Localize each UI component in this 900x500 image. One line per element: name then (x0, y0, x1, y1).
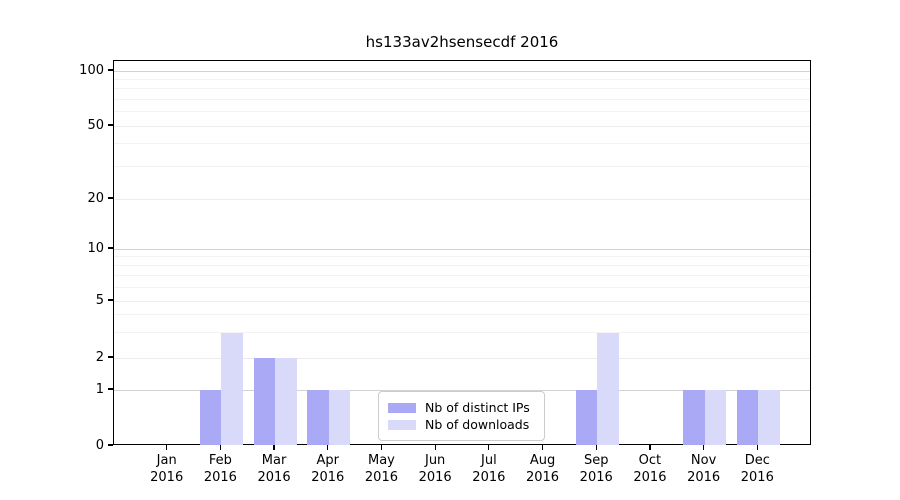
bar-nb-of-downloads-nov-2016 (704, 390, 727, 445)
x-tick-label-dec-2016: Dec 2016 (740, 453, 774, 485)
x-tick-mark-may-2016 (380, 445, 383, 450)
gridline-60 (114, 111, 810, 113)
y-tick-mark-100 (108, 69, 113, 71)
legend-item-downloads: Nb of downloads (388, 417, 535, 432)
x-tick-label-apr-2016: Apr 2016 (311, 453, 345, 485)
gridline-100 (114, 70, 810, 72)
gridline-10 (114, 248, 810, 250)
x-tick-label-feb-2016: Feb 2016 (203, 453, 237, 485)
x-tick-mark-jun-2016 (434, 445, 436, 450)
x-tick-mark-dec-2016 (756, 445, 758, 450)
legend-swatch-downloads (388, 419, 416, 430)
gridline-40 (114, 143, 810, 145)
gridline-20 (114, 198, 810, 200)
bar-nb-of-distinct-ips-apr-2016 (307, 390, 329, 445)
x-tick-label-mar-2016: Mar 2016 (257, 453, 291, 485)
gridline-80 (114, 88, 810, 90)
x-tick-mark-nov-2016 (702, 445, 705, 450)
x-tick-mark-jan-2016 (166, 445, 168, 450)
plot-area: Nb of distinct IPs Nb of downloads (113, 60, 811, 445)
bar-nb-of-distinct-ips-mar-2016 (253, 358, 276, 445)
x-tick-mark-aug-2016 (541, 445, 544, 450)
gridline-3 (114, 332, 810, 334)
x-tick-mark-mar-2016 (273, 445, 275, 450)
x-tick-mark-oct-2016 (649, 445, 651, 450)
gridline-30 (114, 166, 810, 168)
y-tick-mark-5 (108, 299, 113, 301)
gridline-5 (114, 300, 810, 302)
bar-nb-of-downloads-mar-2016 (275, 358, 297, 445)
bar-nb-of-downloads-feb-2016 (221, 332, 243, 445)
bar-nb-of-distinct-ips-sep-2016 (575, 390, 598, 445)
gridline-6 (114, 286, 810, 288)
x-tick-label-jul-2016: Jul 2016 (472, 453, 506, 485)
bar-nb-of-distinct-ips-nov-2016 (683, 390, 705, 445)
x-tick-mark-sep-2016 (595, 445, 597, 450)
bar-nb-of-downloads-apr-2016 (328, 390, 351, 445)
legend-swatch-distinct-ips (388, 402, 416, 413)
legend-label-downloads: Nb of downloads (425, 417, 530, 432)
y-tick-label-1: 1 (95, 381, 104, 397)
x-tick-label-may-2016: May 2016 (364, 453, 398, 485)
x-tick-label-aug-2016: Aug 2016 (525, 453, 560, 485)
x-tick-mark-feb-2016 (219, 445, 222, 450)
legend-item-distinct-ips: Nb of distinct IPs (388, 400, 535, 415)
y-tick-mark-0 (108, 444, 113, 446)
gridline-1 (114, 389, 810, 391)
y-tick-label-10: 10 (87, 240, 104, 256)
y-tick-label-20: 20 (87, 190, 104, 206)
x-tick-mark-apr-2016 (327, 445, 329, 450)
y-tick-mark-1 (108, 388, 113, 390)
x-tick-label-jun-2016: Jun 2016 (418, 453, 452, 485)
legend: Nb of distinct IPs Nb of downloads (378, 391, 545, 441)
x-tick-label-nov-2016: Nov 2016 (687, 453, 721, 485)
bar-nb-of-downloads-dec-2016 (758, 390, 780, 445)
bar-nb-of-distinct-ips-dec-2016 (736, 390, 759, 445)
gridline-9 (114, 256, 810, 258)
y-tick-mark-50 (108, 124, 113, 126)
y-tick-label-5: 5 (95, 292, 104, 308)
y-tick-label-50: 50 (87, 117, 104, 133)
y-tick-mark-2 (108, 356, 113, 358)
gridline-8 (114, 265, 810, 267)
x-tick-label-jan-2016: Jan 2016 (150, 453, 184, 485)
gridline-50 (114, 125, 810, 127)
gridline-70 (114, 98, 810, 100)
x-tick-mark-jul-2016 (488, 445, 490, 450)
gridline-2 (114, 357, 810, 359)
bar-nb-of-downloads-sep-2016 (597, 332, 619, 445)
x-tick-label-sep-2016: Sep 2016 (579, 453, 613, 485)
bar-nb-of-distinct-ips-feb-2016 (199, 390, 222, 445)
legend-label-distinct-ips: Nb of distinct IPs (425, 400, 530, 415)
x-tick-label-oct-2016: Oct 2016 (633, 453, 667, 485)
gridline-90 (114, 78, 810, 80)
chart-title: hs133av2hsensecdf 2016 (365, 33, 559, 51)
y-tick-label-0: 0 (95, 437, 104, 453)
gridline-7 (114, 275, 810, 277)
gridline-4 (114, 314, 810, 316)
y-tick-mark-20 (108, 197, 113, 199)
y-tick-label-2: 2 (95, 349, 104, 365)
y-tick-label-100: 100 (79, 62, 104, 78)
y-tick-mark-10 (108, 247, 113, 249)
